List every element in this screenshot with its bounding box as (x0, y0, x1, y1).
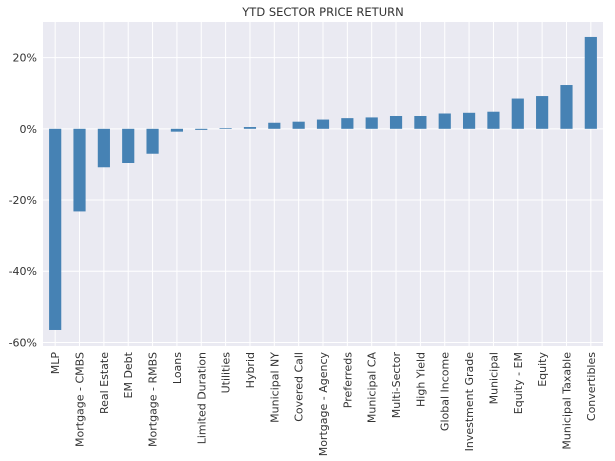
bar (560, 85, 573, 129)
bar (463, 112, 476, 129)
bar (511, 98, 524, 129)
y-tick-label: 0% (20, 123, 37, 136)
bar (146, 128, 159, 154)
bar (341, 118, 354, 129)
x-tick-labels: MLP Mortgage - CMBS Real Estate EM Debt Mort… (49, 351, 598, 456)
x-tick-label: Utilities (220, 352, 233, 394)
bars (49, 36, 597, 330)
bar (487, 111, 500, 129)
bar (292, 121, 305, 129)
bar (243, 127, 257, 129)
bar (584, 36, 597, 129)
x-tick-label: Municipal (487, 352, 500, 404)
bar (219, 128, 232, 129)
x-tick-label: Equity (536, 352, 549, 387)
bar (365, 117, 378, 129)
bar (536, 96, 549, 129)
x-tick-label: MLP (49, 352, 62, 375)
y-tick-label: -60% (9, 336, 37, 349)
x-tick-label: Hybrid (244, 352, 257, 388)
bar (268, 122, 281, 129)
x-tick-label: Municipal CA (366, 352, 379, 424)
y-tick-labels: -60% -40% -20% 0% 20% (9, 52, 37, 350)
bar (414, 115, 427, 129)
x-tick-label: Mortgage - CMBS (74, 352, 87, 447)
x-tick-label: Multi-Sector (390, 352, 403, 419)
y-tick-label: -40% (9, 265, 37, 278)
bar (97, 128, 110, 168)
y-tick-label: -20% (9, 194, 37, 207)
bar (73, 128, 86, 212)
chart-title: YTD SECTOR PRICE RETURN (241, 5, 403, 19)
x-tick-label: Preferreds (341, 352, 354, 408)
bar (316, 119, 330, 129)
x-tick-label: Convertibles (585, 352, 598, 421)
x-tick-label: Equity - EM (512, 352, 525, 414)
bar (49, 128, 62, 330)
x-tick-label: Loans (171, 352, 184, 384)
x-tick-label: EM Debt (122, 351, 135, 398)
bar (389, 115, 403, 129)
bar (195, 128, 208, 130)
y-tick-label: 20% (13, 52, 37, 65)
x-tick-label: Mortgage - Agency (317, 352, 330, 457)
bar (122, 128, 135, 163)
x-tick-label: Global Income (439, 352, 452, 431)
bar (170, 128, 183, 132)
x-tick-label: High Yield (414, 352, 427, 407)
bar (438, 113, 451, 129)
x-tick-label: Investment Grade (463, 352, 476, 452)
x-tick-label: Mortgage - RMBS (147, 352, 160, 447)
x-tick-label: Limited Duration (195, 352, 208, 444)
x-tick-label: Covered Call (293, 352, 306, 422)
grid (43, 22, 603, 346)
x-tick-label: Real Estate (98, 352, 111, 414)
x-tick-label: Municipal Taxable (560, 352, 573, 450)
x-tick-label: Municipal NY (268, 352, 281, 423)
